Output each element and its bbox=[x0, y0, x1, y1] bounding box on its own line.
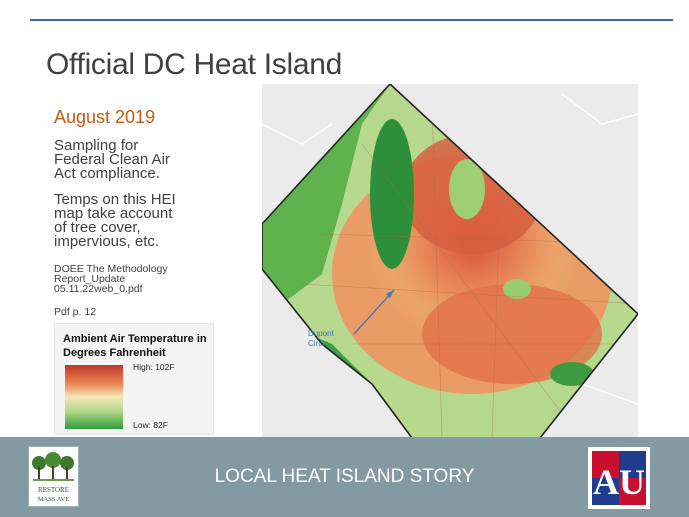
legend-title-line: Degrees Fahrenheit bbox=[63, 347, 166, 359]
date-heading: August 2019 bbox=[54, 107, 156, 127]
paragraph-line: Act compliance. bbox=[54, 165, 160, 182]
annotation-arrow bbox=[353, 289, 395, 335]
legend-title-line: Ambient Air Temperature in bbox=[63, 333, 207, 345]
district-boundary bbox=[262, 84, 638, 438]
source-citation: DOEE The Methodology Report_Update 05.11… bbox=[54, 263, 254, 295]
restore-logo-line1: RESTORE bbox=[38, 486, 69, 494]
top-rule bbox=[30, 19, 673, 21]
source-line: Report_Update bbox=[54, 273, 126, 285]
annotation-arrowhead bbox=[386, 290, 394, 298]
paragraph-line: Temps on this HEI bbox=[54, 191, 176, 208]
temperature-legend: Ambient Air Temperature in Degrees Fahre… bbox=[54, 323, 214, 435]
heat-island-map: Dupont Circle bbox=[262, 84, 638, 438]
footer-title: LOCAL HEAT ISLAND STORY bbox=[214, 466, 475, 487]
restore-logo-line2: MASS AVE bbox=[38, 496, 70, 503]
dupont-circle-label-line2: Circle bbox=[308, 339, 329, 348]
paragraph-line: Sampling for bbox=[54, 137, 139, 154]
source-line: 05.11.22web_0.pdf bbox=[54, 283, 143, 295]
legend-title: Ambient Air Temperature in Degrees Fahre… bbox=[63, 332, 213, 360]
paragraph-line: Federal Clean Air bbox=[54, 151, 170, 168]
paragraph-line: impervious, etc. bbox=[54, 233, 160, 250]
paragraph-temps: Temps on this HEI map take account of tr… bbox=[54, 191, 254, 250]
legend-color-ramp bbox=[65, 365, 123, 429]
page-reference: Pdf p. 12 bbox=[54, 306, 97, 318]
paragraph-sampling: Sampling for Federal Clean Air Act compl… bbox=[54, 137, 254, 182]
restore-mass-ave-logo: RESTORE MASS AVE bbox=[28, 446, 79, 507]
au-logo-letters: AU bbox=[593, 462, 645, 502]
paragraph-line: of tree cover, bbox=[54, 219, 141, 236]
slide-title: Official DC Heat Island bbox=[46, 48, 343, 81]
legend-high-label: High: 102F bbox=[133, 362, 175, 372]
footer-bar bbox=[0, 437, 689, 517]
legend-low-label: Low: 82F bbox=[133, 420, 168, 430]
paragraph-line: map take account bbox=[54, 205, 173, 222]
dupont-circle-label-line1: Dupont bbox=[308, 329, 335, 338]
american-university-logo: AU bbox=[588, 447, 650, 509]
source-line: DOEE The Methodology bbox=[54, 263, 168, 275]
